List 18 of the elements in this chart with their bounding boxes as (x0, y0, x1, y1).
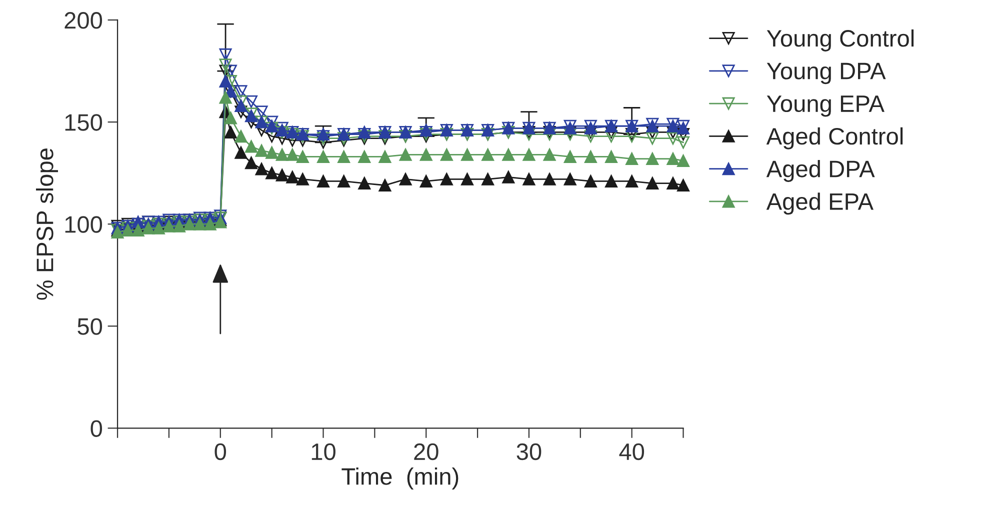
x-tick-label: 40 (619, 443, 644, 460)
legend-label: Young EPA (766, 96, 884, 117)
y-axis-title: % EPSP slope (36, 148, 58, 300)
legend-label: Young Control (766, 29, 914, 52)
legend-label: Young DPA (766, 62, 886, 84)
legend-label: Aged Control (766, 127, 903, 150)
y-tick-label: 200 (64, 12, 102, 29)
x-tick-label: 0 (214, 443, 226, 460)
x-tick-label: 10 (312, 443, 336, 460)
y-tick-label: 150 (65, 114, 102, 131)
x-tick-label: 20 (414, 443, 438, 460)
y-tick-label: 100 (65, 216, 102, 233)
legend-label: Aged EPA (766, 192, 874, 215)
y-tick-label: 0 (90, 420, 102, 437)
x-tick-label: 30 (516, 443, 542, 460)
legend-label: Aged DPA (766, 160, 875, 182)
y-tick-label: 50 (78, 318, 102, 335)
x-axis-title: Time (min) (342, 468, 458, 490)
